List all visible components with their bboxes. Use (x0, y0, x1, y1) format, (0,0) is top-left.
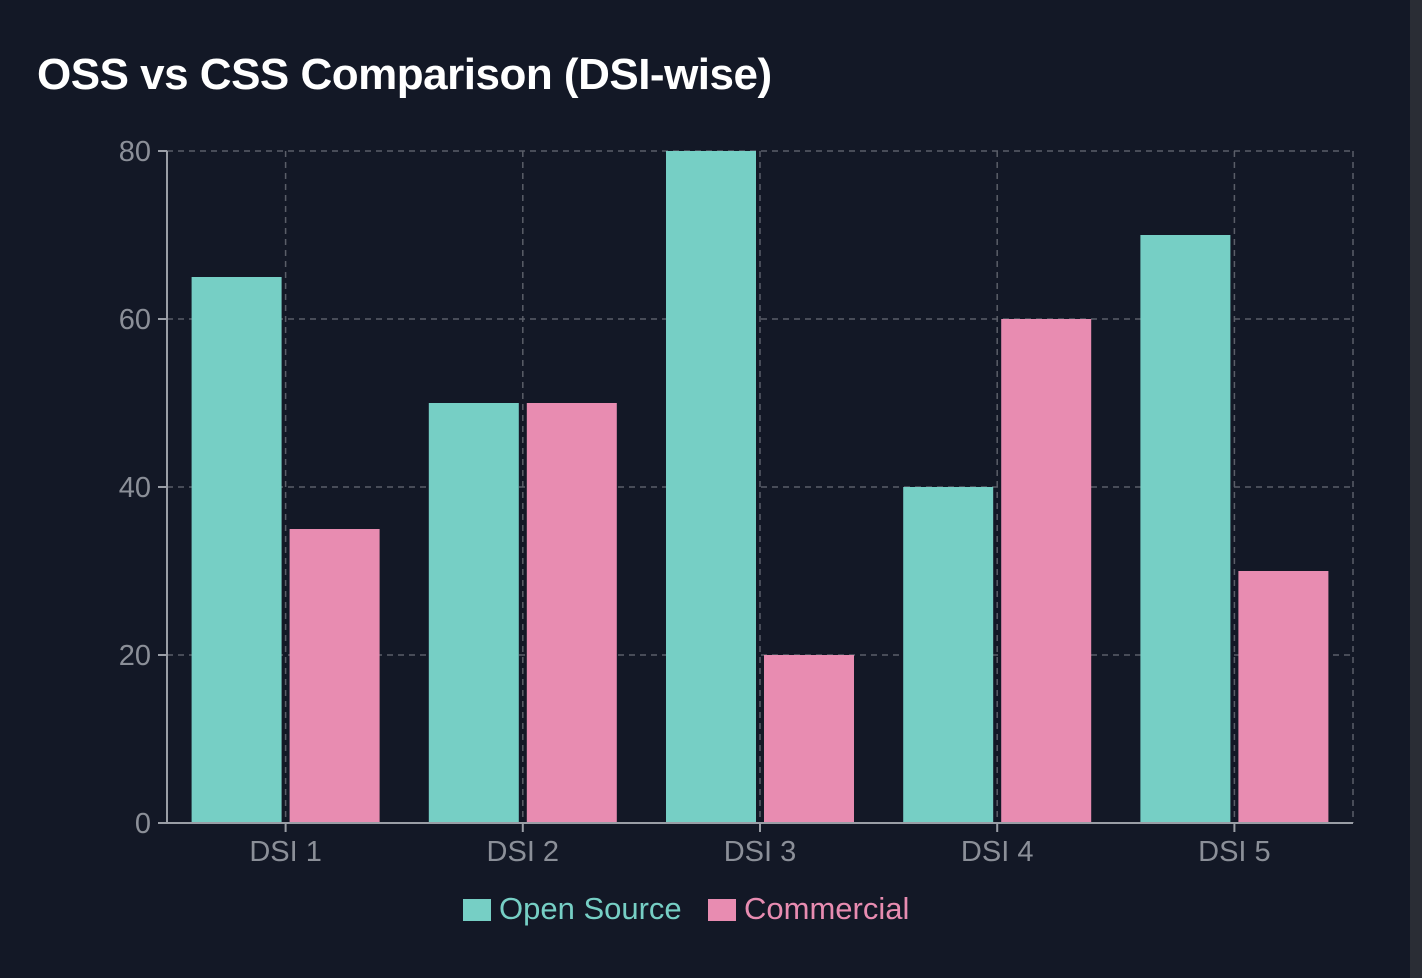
bar-open-source-4[interactable] (903, 487, 994, 823)
y-tick-label: 80 (119, 136, 151, 168)
bar-open-source-2[interactable] (428, 403, 519, 823)
bar-open-source-5[interactable] (1140, 235, 1231, 823)
y-tick-label: 20 (119, 640, 151, 672)
bars (191, 151, 1329, 823)
legend-swatch-open-source[interactable] (463, 899, 491, 921)
legend-label-open-source[interactable]: Open Source (499, 891, 682, 926)
x-tick-label: DSI 4 (961, 836, 1034, 868)
legend[interactable]: Open Source Commercial (463, 891, 909, 926)
bar-commercial-5[interactable] (1238, 571, 1329, 823)
tick-labels: 0 20 40 60 80 DSI 1 DSI 2 DSI 3 DSI 4 DSI 5 (119, 136, 1271, 868)
x-tick-label: DSI 5 (1198, 836, 1271, 868)
x-tick-label: DSI 2 (487, 836, 560, 868)
legend-swatch-commercial[interactable] (708, 899, 736, 921)
legend-label-commercial[interactable]: Commercial (744, 891, 909, 926)
chart-title: OSS vs CSS Comparison (DSI-wise) (37, 50, 772, 99)
x-tick-label: DSI 1 (249, 836, 322, 868)
bar-open-source-3[interactable] (666, 151, 756, 823)
bar-commercial-4[interactable] (1001, 319, 1092, 823)
window-edge (1410, 0, 1422, 978)
bar-commercial-2[interactable] (526, 403, 617, 823)
bar-open-source-1[interactable] (191, 277, 282, 823)
axes (158, 150, 1353, 832)
y-tick-label: 40 (119, 472, 151, 504)
y-tick-label: 0 (135, 808, 151, 840)
bar-commercial-1[interactable] (289, 529, 380, 823)
x-tick-label: DSI 3 (724, 836, 797, 868)
y-tick-label: 60 (119, 304, 151, 336)
grid-lines (167, 150, 1354, 823)
bar-commercial-3[interactable] (764, 655, 854, 823)
